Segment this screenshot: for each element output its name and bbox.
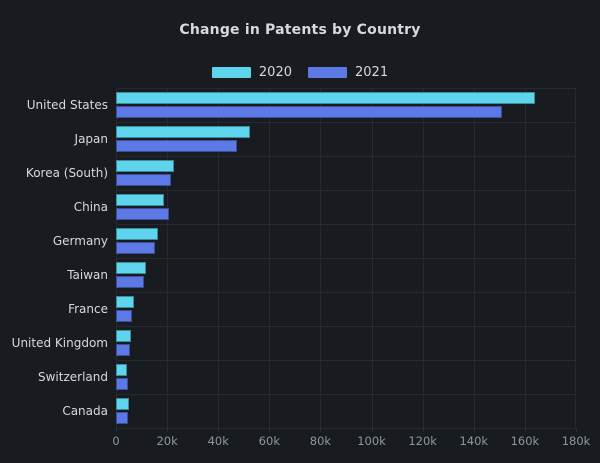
gridline-horizontal	[116, 122, 576, 123]
legend-swatch-icon	[211, 66, 251, 78]
legend-label: 2021	[355, 64, 389, 80]
bar-2020	[116, 126, 250, 138]
category-label: France	[68, 302, 108, 316]
bar-2020	[116, 194, 164, 206]
plot-area	[116, 88, 576, 429]
gridline-horizontal	[116, 258, 576, 259]
value-axis: 0 20k 40k 60k 80k 100k 120k 140k 160k 180k	[112, 428, 590, 450]
x-tick-label: 160k	[510, 434, 540, 448]
x-tick-mark	[473, 428, 475, 432]
category-label: Korea (South)	[25, 166, 108, 180]
x-tick-label: 20k	[156, 434, 178, 448]
x-tick-label: 180k	[561, 434, 591, 448]
x-tick-label: 100k	[357, 434, 386, 448]
bar-2020	[116, 296, 134, 308]
gridline-horizontal	[116, 326, 576, 327]
bar-2020	[116, 364, 128, 376]
category-label: United States	[26, 98, 108, 112]
category-label: Canada	[62, 404, 108, 418]
legend-item-2020[interactable]: 2020	[211, 64, 292, 80]
category-label: Germany	[52, 234, 108, 248]
x-tick-mark	[320, 428, 322, 432]
bar-2021	[116, 412, 128, 424]
bar-2021	[116, 276, 144, 288]
bar-2021	[116, 378, 129, 390]
gridline-horizontal	[116, 88, 576, 89]
bar-2020	[116, 262, 146, 274]
gridline-horizontal	[116, 156, 576, 157]
bar-2020	[116, 330, 132, 342]
x-tick-mark	[422, 428, 424, 432]
category-axis: United States Japan Korea (South) China Germ…	[0, 88, 108, 428]
x-tick-label: 80k	[309, 434, 332, 448]
x-tick-mark	[116, 428, 117, 432]
bar-2021	[116, 174, 171, 186]
x-tick-mark	[269, 428, 271, 432]
x-tick-label: 0	[112, 434, 120, 448]
x-tick-label: 60k	[258, 434, 280, 448]
gridline-horizontal	[116, 428, 576, 429]
category-label: Switzerland	[38, 370, 108, 384]
gridline-horizontal	[116, 360, 576, 361]
bar-2021	[116, 344, 130, 356]
x-tick-label: 120k	[408, 434, 437, 448]
category-label: China	[73, 200, 108, 214]
x-tick-mark	[167, 428, 169, 432]
gridline-horizontal	[116, 224, 576, 225]
x-tick-mark	[218, 428, 220, 432]
x-tick-mark	[371, 428, 373, 432]
bar-2020	[116, 160, 174, 172]
category-label: Japan	[74, 132, 108, 146]
gridline-horizontal	[116, 394, 576, 395]
x-tick-label: 40k	[207, 434, 229, 448]
chart-title: Change in Patents by Country	[179, 22, 421, 38]
x-tick-mark	[576, 428, 577, 432]
gridline-horizontal	[116, 190, 576, 191]
category-label: United Kingdom	[11, 336, 108, 350]
x-tick-mark	[524, 428, 526, 432]
gridline-horizontal	[116, 292, 576, 293]
legend-swatch-icon	[308, 66, 347, 78]
x-tick-label: 140k	[459, 434, 489, 448]
bar-2020	[116, 228, 158, 240]
legend-label: 2020	[258, 64, 292, 80]
legend: 2020 2021	[0, 64, 600, 80]
legend-item-2021[interactable]: 2021	[308, 65, 388, 80]
bar-2021	[116, 310, 133, 322]
bar-2021	[116, 242, 155, 254]
bar-2021	[116, 106, 502, 118]
bar-2021	[116, 140, 237, 152]
bar-2020	[116, 398, 130, 410]
bar-2020	[116, 92, 536, 104]
bar-2021	[116, 208, 169, 220]
category-label: Taiwan	[67, 268, 108, 282]
